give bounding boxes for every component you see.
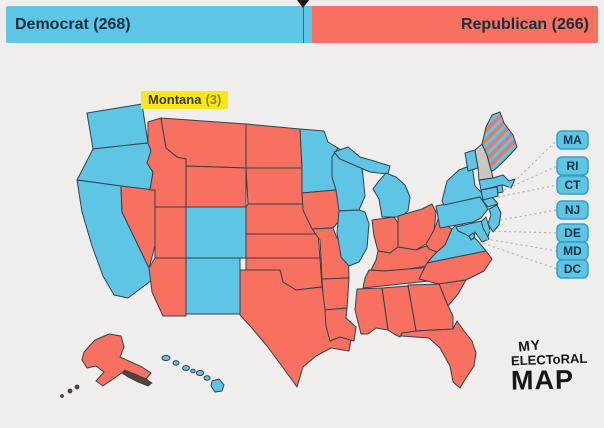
leader-line-ct — [497, 184, 558, 198]
state-arkansas[interactable] — [321, 277, 350, 311]
state-south-dakota[interactable] — [245, 167, 306, 205]
state-michigan[interactable] — [372, 172, 411, 218]
small-state-tag-ct[interactable]: CT — [556, 175, 589, 195]
leader-line-ma — [513, 139, 558, 183]
bar-divider-line — [302, 6, 304, 43]
small-state-tag-md[interactable]: MD — [556, 241, 589, 261]
state-indiana[interactable] — [371, 216, 399, 254]
state-louisiana[interactable] — [324, 307, 357, 342]
svg-text:NJ: NJ — [565, 203, 580, 217]
state-north-dakota[interactable] — [245, 123, 303, 169]
state-north-carolina[interactable] — [418, 250, 493, 285]
state-new-mexico[interactable] — [185, 257, 241, 315]
state-district-of-columbia[interactable] — [468, 232, 476, 241]
state-mississippi[interactable] — [354, 287, 389, 335]
state-texas[interactable] — [239, 269, 353, 388]
small-state-tag-de[interactable]: DE — [556, 223, 589, 243]
state-nevada[interactable] — [120, 185, 156, 269]
democrat-bar-segment: Democrat (268) — [6, 6, 313, 43]
leader-line-de — [488, 230, 558, 234]
aleutian-island — [60, 394, 64, 398]
tooltip-state-name: Montana — [148, 92, 202, 107]
state-alabama[interactable] — [381, 285, 417, 338]
state-kansas[interactable] — [245, 233, 321, 259]
republican-bar-segment: Republican (266) — [312, 6, 598, 43]
aleutian-island — [74, 384, 80, 390]
svg-text:MD: MD — [563, 244, 582, 258]
electoral-vote-bar: Democrat (268) Republican (266) — [6, 6, 598, 43]
svg-text:RI: RI — [567, 159, 579, 173]
state-hawaii[interactable] — [161, 354, 225, 393]
aleutian-island — [67, 388, 73, 394]
svg-text:CT: CT — [565, 178, 582, 192]
state-arizona[interactable] — [148, 257, 187, 317]
state-colorado[interactable] — [185, 206, 247, 259]
alaska-archipelago — [121, 369, 153, 387]
small-state-tag-dc[interactable]: DC — [556, 259, 589, 279]
small-state-tag-ri[interactable]: RI — [556, 156, 589, 176]
leader-line-nj — [499, 209, 558, 221]
state-tooltip: Montana (3) — [141, 91, 229, 109]
state-michigan-upper[interactable] — [333, 146, 391, 175]
state-washington[interactable] — [86, 103, 149, 150]
state-connecticut[interactable] — [480, 186, 499, 201]
small-state-tag-nj[interactable]: NJ — [556, 200, 589, 220]
state-wyoming[interactable] — [185, 165, 247, 208]
state-maryland[interactable] — [455, 220, 490, 243]
state-utah[interactable] — [154, 206, 187, 259]
tooltip-vote-count: (3) — [205, 92, 222, 107]
site-logo: MY ELECToRAL MAP — [510, 336, 588, 396]
state-florida[interactable] — [397, 320, 477, 389]
logo-line-map: MAP — [510, 364, 575, 396]
democrat-bar-label: Democrat (268) — [15, 15, 131, 33]
majority-marker-icon — [297, 0, 310, 8]
small-state-tag-ma[interactable]: MA — [556, 130, 589, 150]
republican-bar-label: Republican (266) — [460, 15, 589, 33]
leader-line-md — [485, 238, 558, 252]
svg-text:MA: MA — [563, 133, 582, 147]
state-illinois[interactable] — [336, 209, 370, 267]
svg-text:DC: DC — [564, 262, 582, 276]
state-maine[interactable] — [481, 111, 518, 172]
state-new-jersey[interactable] — [487, 204, 502, 233]
svg-text:DE: DE — [564, 226, 581, 240]
